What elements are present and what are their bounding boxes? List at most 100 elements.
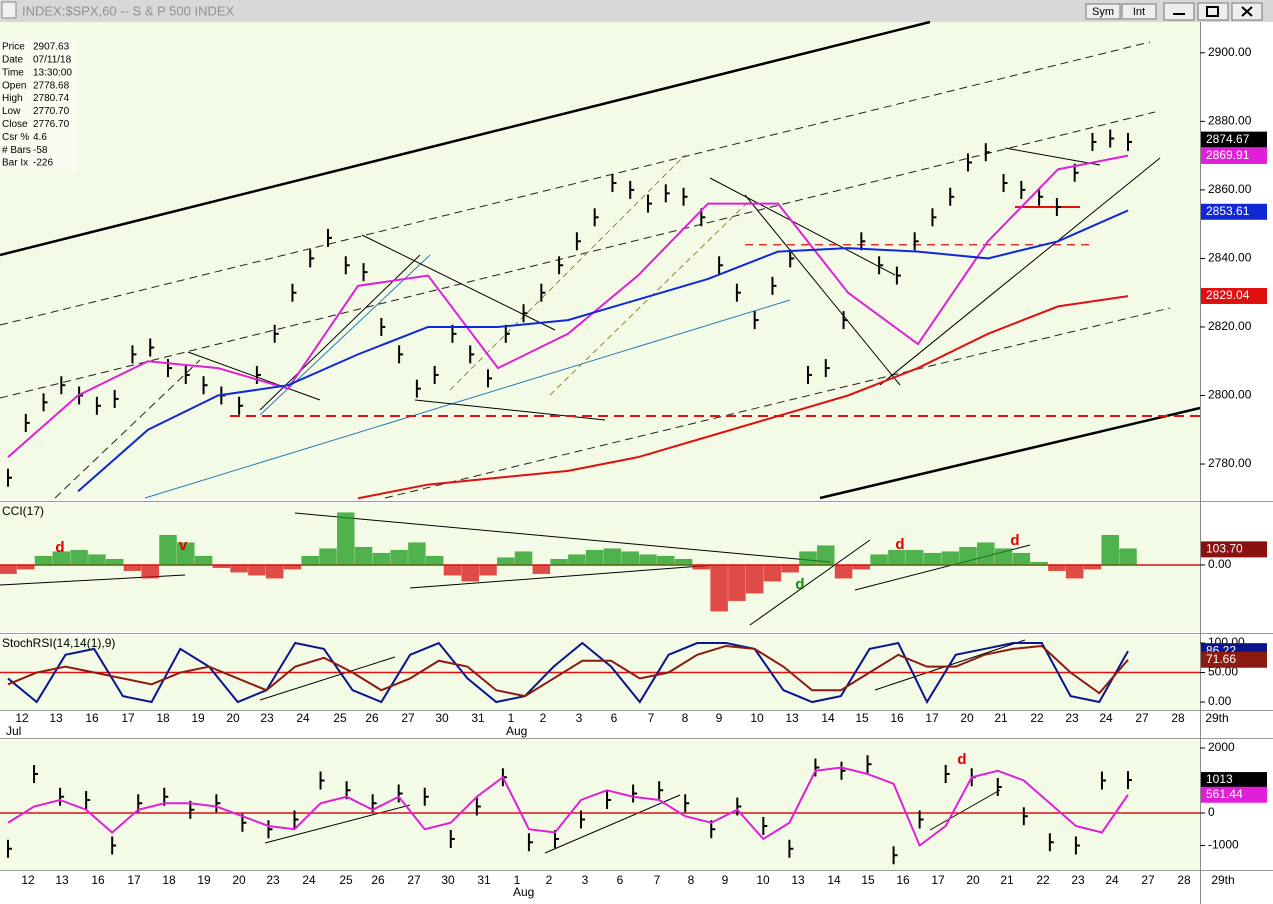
maximize-button[interactable] — [1197, 2, 1229, 21]
trendline — [744, 194, 901, 386]
histogram-bar — [639, 554, 657, 565]
month-label: Aug — [506, 724, 527, 738]
trendline — [709, 177, 896, 276]
x-tick-label: 23 — [1071, 873, 1085, 887]
trendline — [879, 157, 1161, 386]
y-tick-label: 2840.00 — [1208, 251, 1252, 265]
int-button[interactable] — [1121, 3, 1157, 20]
histogram-bar — [0, 564, 17, 574]
price-bar — [913, 232, 919, 251]
x-tick-label: 14 — [827, 873, 841, 887]
title-bar — [0, 0, 1273, 22]
price-bar — [735, 283, 741, 302]
x-tick-label: 17 — [931, 873, 945, 887]
histogram-bar — [834, 564, 853, 579]
price-bar — [967, 153, 972, 172]
price-bar — [878, 256, 884, 275]
minimize-button[interactable] — [1163, 2, 1195, 21]
y-tick-label: 2820.00 — [1208, 319, 1252, 333]
info-value: 2780.74 — [33, 93, 70, 104]
y-tick-label: 2800.00 — [1208, 388, 1252, 402]
histogram-bar — [763, 564, 782, 582]
value-tag-label: 2853.61 — [1206, 204, 1250, 218]
price-bar — [504, 324, 510, 343]
annotation: d — [957, 751, 966, 768]
price-bar — [469, 345, 475, 364]
histogram-bar — [1119, 548, 1137, 565]
info-label: Csr % — [2, 132, 29, 143]
histogram-bar — [17, 564, 35, 570]
price-bar — [291, 283, 297, 302]
trendline — [144, 299, 791, 499]
trendline — [1004, 147, 1101, 166]
price-bar — [1100, 771, 1106, 790]
x-tick-label: 10 — [756, 873, 770, 887]
info-label: Price — [2, 42, 25, 53]
value-tag — [1201, 786, 1267, 803]
price-bar — [840, 761, 846, 780]
int-button-label[interactable]: Int — [1133, 6, 1145, 18]
price-bar — [344, 256, 350, 275]
y-tick-label: 0 — [1208, 805, 1215, 819]
value-tag — [1201, 287, 1267, 304]
price-bar — [762, 816, 768, 835]
histogram-bar — [977, 542, 995, 565]
histogram-bar — [781, 564, 799, 573]
price-bar — [807, 365, 812, 384]
sym-button-label[interactable]: Sym — [1092, 6, 1114, 18]
price-bar — [415, 379, 421, 398]
price-bar — [238, 396, 244, 415]
histogram-bar — [959, 546, 977, 565]
price-bar — [487, 369, 492, 388]
x-tick-label: 3 — [582, 873, 589, 887]
trendline — [187, 351, 321, 401]
histogram-bar — [283, 564, 302, 570]
histogram-bar — [159, 534, 177, 565]
price-bar — [753, 311, 759, 330]
histogram-bar — [514, 551, 533, 565]
x-tick-label: 17 — [925, 711, 939, 725]
price-bar — [1127, 771, 1132, 790]
annotation: d — [795, 576, 804, 593]
window-title: INDEX:$SPX,60 -- S & P 500 INDEX — [22, 3, 235, 18]
price-bar — [606, 790, 612, 809]
histogram-bar — [479, 564, 497, 576]
info-value: 2778.68 — [33, 80, 70, 91]
x-tick-label: 15 — [855, 711, 869, 725]
histogram-bar — [301, 555, 319, 565]
trendline — [449, 154, 686, 391]
histogram-bar — [870, 554, 888, 565]
price-bar — [866, 755, 872, 774]
histogram-bar — [123, 564, 142, 571]
price-bar — [1002, 174, 1008, 193]
sym-button[interactable] — [1085, 3, 1121, 20]
histogram-bar — [1030, 561, 1048, 565]
value-tag — [1201, 131, 1267, 148]
value-tag-label: 561.44 — [1206, 787, 1243, 801]
trendline — [819, 406, 1201, 500]
price-bar — [1020, 180, 1026, 199]
x-tick-label: 8 — [682, 711, 689, 725]
info-label: High — [2, 93, 23, 104]
trendline — [259, 656, 396, 701]
value-tag-label: 71.66 — [1206, 652, 1236, 666]
histogram-bar — [497, 557, 515, 565]
price-bar — [814, 758, 820, 777]
info-value: 4.6 — [33, 132, 47, 143]
price-bar — [362, 263, 368, 282]
value-tag — [1201, 203, 1267, 220]
x-tick-label: 12 — [15, 711, 29, 725]
histogram-bar — [905, 549, 924, 565]
price-bar — [931, 208, 937, 227]
y-tick-label: 2900.00 — [1208, 45, 1252, 59]
oscillator-panel — [0, 740, 1200, 870]
x-tick-label: 21 — [1000, 873, 1014, 887]
x-tick-label: 31 — [471, 711, 485, 725]
histogram-bar — [1101, 534, 1119, 565]
histogram-bar — [941, 551, 959, 565]
trendline — [0, 41, 1151, 326]
histogram-bar — [532, 564, 551, 574]
indicator-line — [7, 641, 1129, 705]
x-tick-label: 1 — [508, 711, 515, 725]
price-bar — [1022, 807, 1028, 826]
